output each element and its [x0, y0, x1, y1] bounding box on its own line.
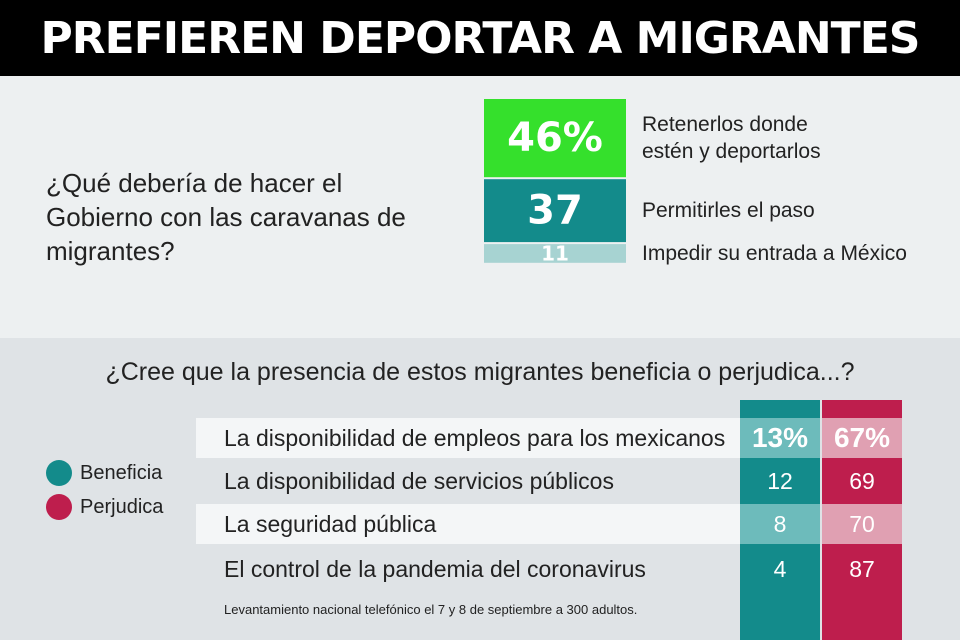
chart1-value-0: 46% [507, 115, 603, 161]
title-bar: PREFIEREN DEPORTAR A MIGRANTES [0, 0, 960, 76]
row-category-label: El control de la pandemia del coronaviru… [224, 555, 646, 582]
chart1-value-1: 37 [527, 188, 583, 234]
chart1-category-0: Retenerlos donde estén y deportarlos [642, 111, 821, 165]
question2-panel: ¿Cree que la presencia de estos migrante… [0, 338, 960, 640]
question2-text: ¿Cree que la presencia de estos migrante… [105, 358, 855, 386]
chart1-bars: 46% 37 11 [484, 99, 626, 265]
chart1-bar-0 [484, 99, 626, 178]
table-row: La disponibilidad de empleos para los me… [196, 418, 740, 458]
chart1-category-line: Retenerlos donde [642, 113, 808, 137]
question1-panel: ¿Qué debería de hacer el Gobierno con la… [0, 76, 960, 338]
perjudica-value: 67% [822, 418, 902, 458]
chart1-bar-2 [484, 244, 626, 263]
beneficia-value: 4 [740, 549, 820, 589]
table-row: La disponibilidad de servicios públicos [196, 461, 740, 501]
legend: Beneficia Perjudica [46, 456, 163, 524]
table-row: La seguridad pública [196, 504, 740, 544]
legend-item-perjudica: Perjudica [46, 490, 163, 524]
perjudica-value: 87 [822, 549, 902, 589]
legend-label-perjudica: Perjudica [80, 495, 164, 518]
chart1-bar-1 [484, 179, 626, 243]
beneficia-value: 8 [740, 504, 820, 544]
footnote: Levantamiento nacional telefónico el 7 y… [224, 602, 638, 617]
chart1-category-line: Impedir su entrada a México [642, 241, 907, 265]
chart1-category-line: estén y deportarlos [642, 140, 821, 164]
legend-swatch-perjudica [46, 494, 72, 520]
perjudica-value: 69 [822, 461, 902, 501]
row-category-label: La seguridad pública [224, 510, 437, 537]
chart1-value-2: 11 [541, 241, 569, 265]
row-category-label: La disponibilidad de empleos para los me… [224, 424, 726, 451]
chart1-category-line: Permitirles el paso [642, 199, 815, 223]
beneficia-value: 13% [740, 418, 820, 458]
table-row: El control de la pandemia del coronaviru… [196, 549, 740, 589]
row-category-label: La disponibilidad de servicios públicos [224, 467, 614, 494]
legend-label-beneficia: Beneficia [80, 461, 163, 484]
chart1-category-1: Permitirles el paso [642, 197, 815, 224]
legend-swatch-beneficia [46, 460, 72, 486]
chart1-category-2: Impedir su entrada a México [642, 240, 907, 267]
question1-text: ¿Qué debería de hacer el Gobierno con la… [46, 168, 406, 266]
page-title: PREFIEREN DEPORTAR A MIGRANTES [40, 12, 921, 64]
beneficia-value: 12 [740, 461, 820, 501]
perjudica-value: 70 [822, 504, 902, 544]
legend-item-beneficia: Beneficia [46, 456, 163, 490]
